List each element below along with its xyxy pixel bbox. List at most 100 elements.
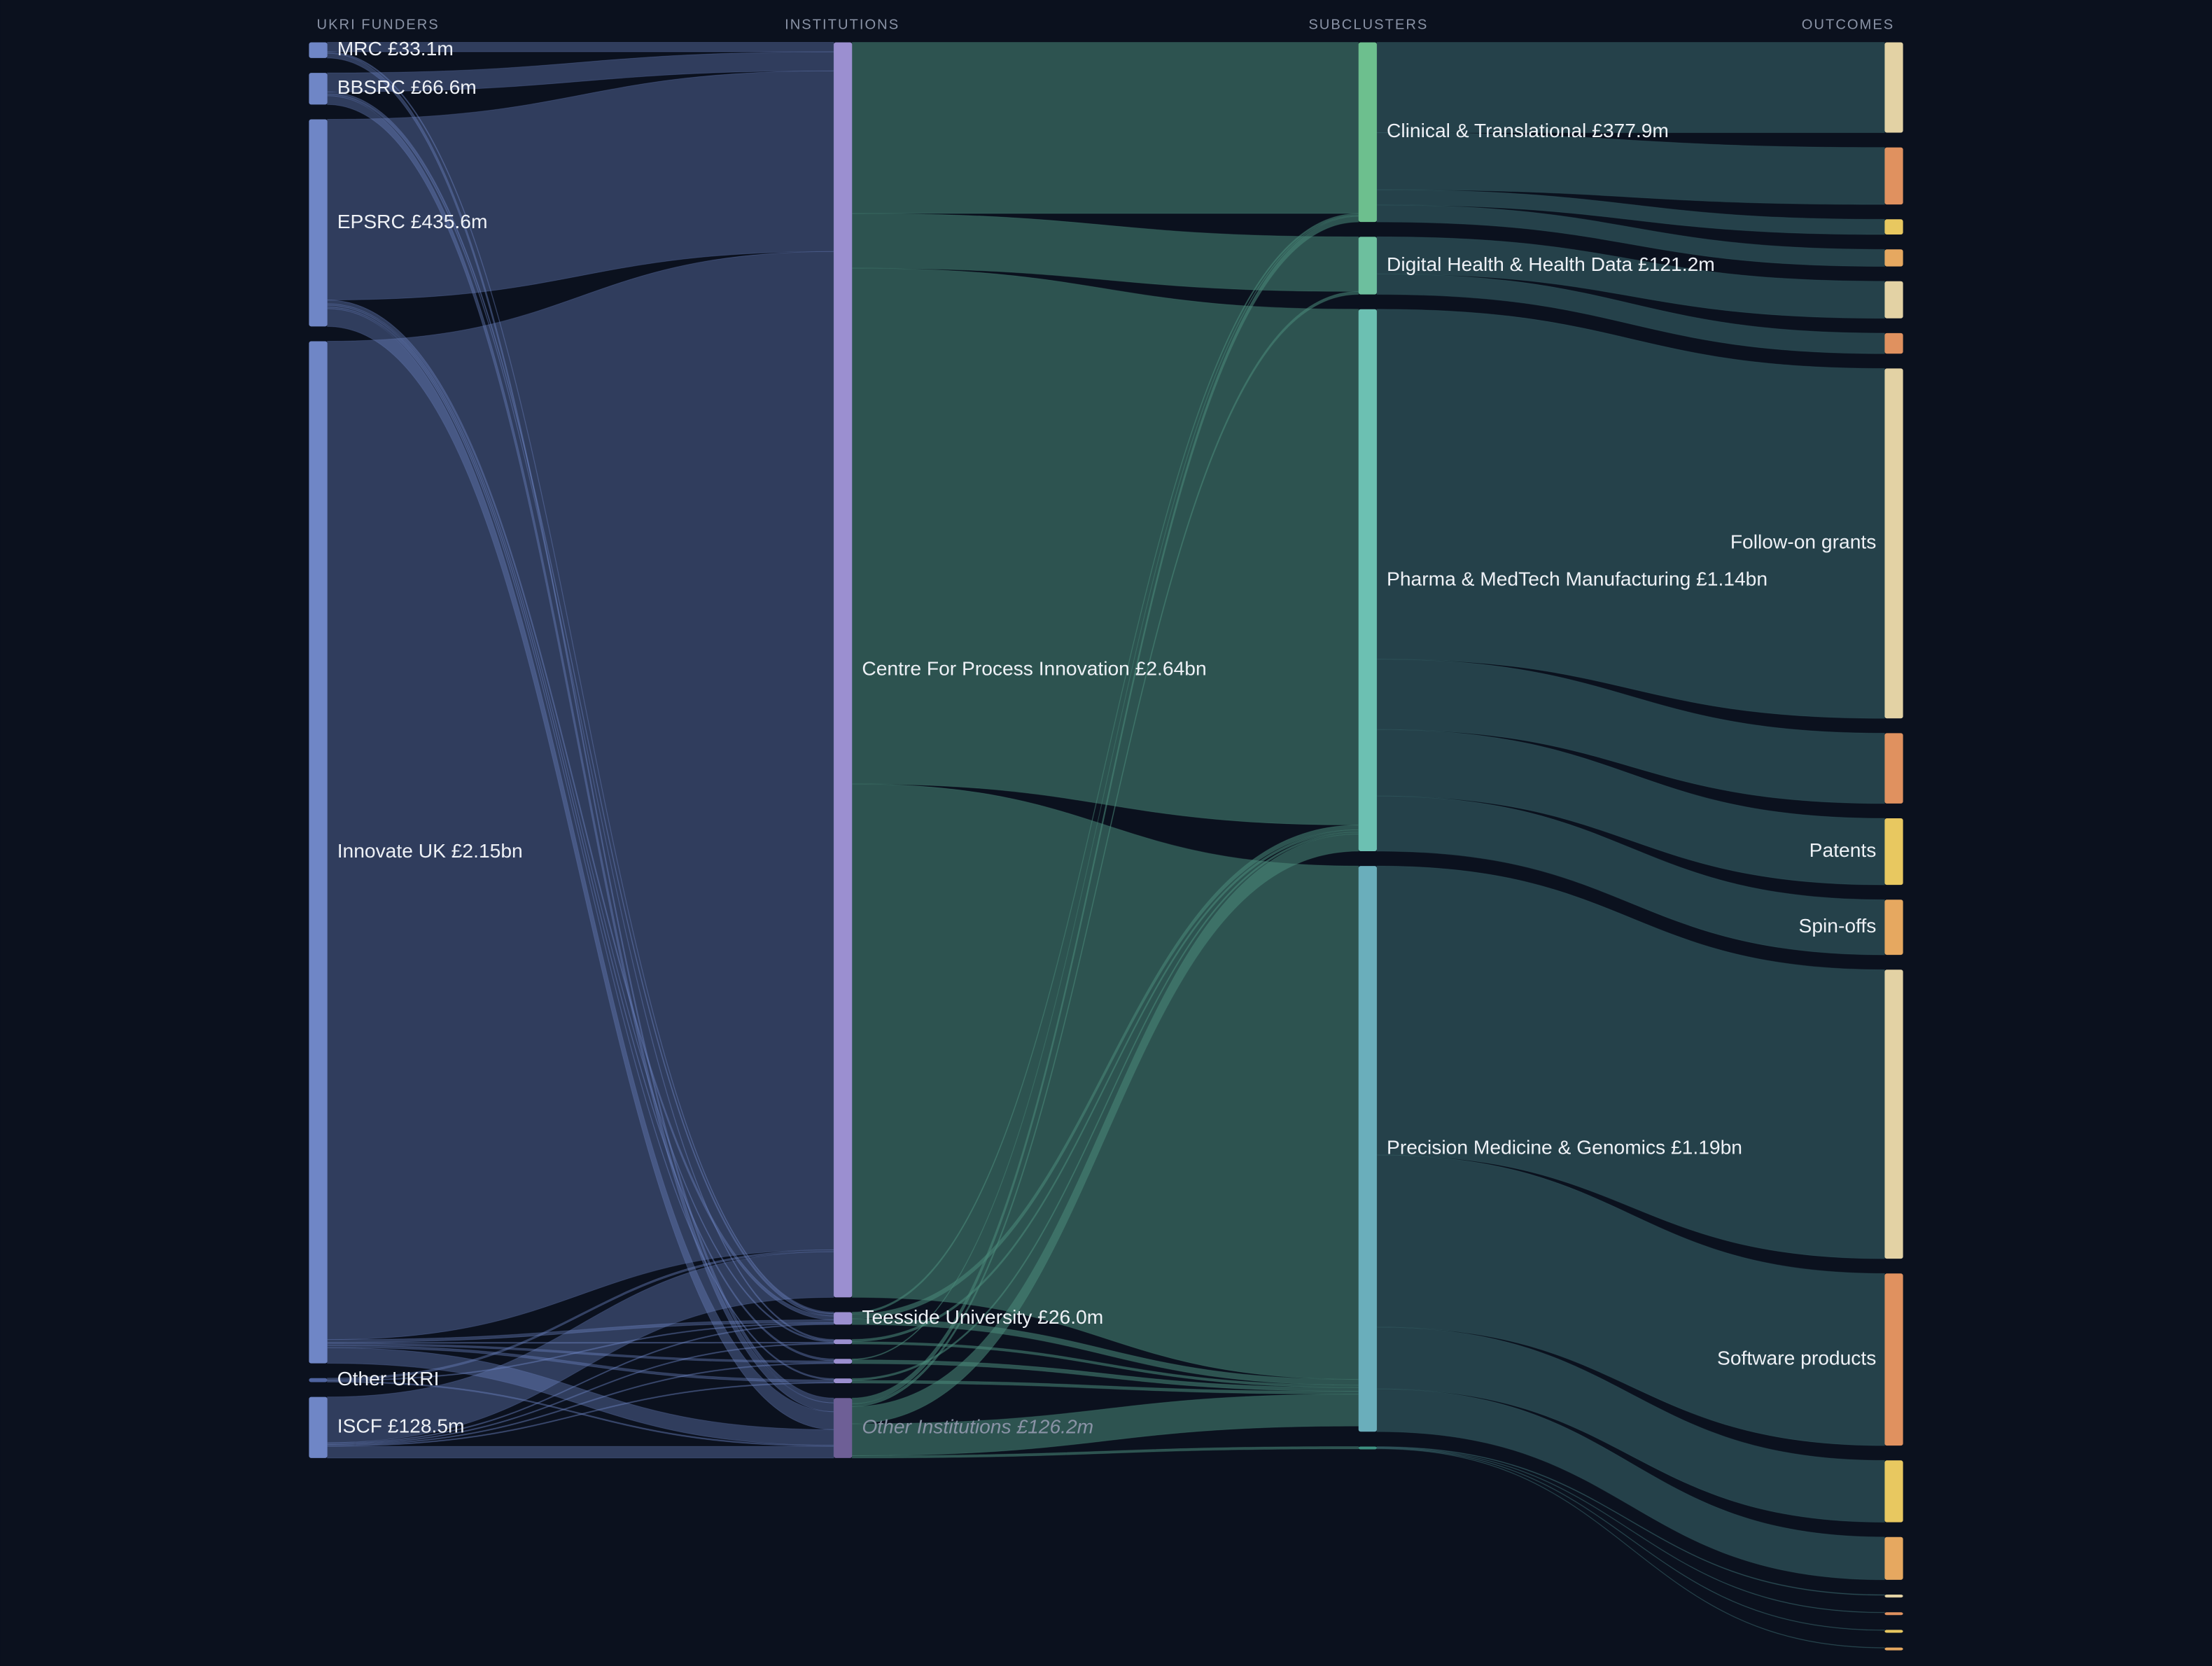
flow-link (327, 1341, 834, 1344)
node-bar (309, 73, 328, 105)
node-label: Other UKRI (337, 1367, 440, 1390)
flow-link (1376, 1388, 1885, 1581)
node-label: Clinical & Translational £377.9m (1387, 119, 1669, 141)
flow-link (1376, 236, 1885, 319)
flow-link (851, 41, 1359, 214)
node-bar (1884, 733, 1903, 804)
node-bar (1884, 1536, 1903, 1580)
node-bar (1884, 281, 1903, 318)
node-bar (1884, 249, 1903, 267)
node-bar (1884, 818, 1903, 886)
node-bar (834, 1312, 853, 1325)
node-bar (834, 1359, 853, 1364)
flow-link (851, 290, 1359, 1408)
node-bar (1884, 1460, 1903, 1522)
node-label: MRC £33.1m (337, 37, 454, 59)
flow-link (1376, 189, 1885, 235)
node-bar (309, 119, 328, 327)
flow-link (1376, 41, 1885, 133)
node-bar (1884, 219, 1903, 235)
node-bar (1358, 237, 1377, 295)
node-bar (1358, 42, 1377, 223)
flow-link (327, 1343, 834, 1364)
flow-link (327, 1343, 834, 1446)
node-bar (309, 1396, 328, 1458)
flow-link (327, 1362, 834, 1446)
column-header: OUTCOMES (1802, 18, 1895, 33)
node-label: Centre For Process Innovation £2.64bn (862, 657, 1206, 679)
column-header: UKRI FUNDERS (317, 18, 440, 33)
flow-link (1376, 204, 1885, 267)
flow-link (1376, 1326, 1885, 1523)
flow-link (327, 1382, 834, 1447)
node-label: Teesside University £26.0m (862, 1306, 1103, 1328)
node-bar (1358, 309, 1377, 851)
flow-link (327, 251, 834, 1340)
flow-link (327, 304, 834, 1362)
flow-link (327, 1319, 834, 1343)
node-label: EPSRC £435.6m (337, 210, 488, 232)
node-label: Other Institutions £126.2m (862, 1415, 1093, 1438)
flow-link (1376, 795, 1885, 955)
node-label: Patents (1809, 839, 1877, 861)
node-label: ISCF £128.5m (337, 1415, 465, 1437)
flow-link (327, 303, 834, 1343)
node-bar (1884, 1647, 1903, 1651)
flow-link (1376, 1154, 1885, 1446)
flow-link (851, 783, 1359, 1380)
flow-link (1376, 1446, 1885, 1614)
node-bar (834, 1398, 853, 1458)
flow-link (851, 833, 1359, 1424)
node-bar (1884, 368, 1903, 719)
node-bar (1884, 969, 1903, 1259)
flow-link (1376, 1447, 1885, 1631)
node-bar (309, 1378, 328, 1382)
node-label: Digital Health & Health Data £121.2m (1387, 253, 1715, 275)
flow-link (1376, 132, 1885, 205)
node-label: Precision Medicine & Genomics £1.19bn (1387, 1136, 1742, 1158)
flow-link (1376, 865, 1885, 1259)
flow-link (327, 1323, 834, 1444)
node-bar (1358, 866, 1377, 1432)
flow-link (327, 307, 834, 1380)
flow-link (851, 216, 1359, 1404)
flow-link (851, 267, 1359, 826)
column-header: INSTITUTIONS (785, 18, 899, 33)
flow-link (1376, 273, 1885, 354)
flow-link (1376, 309, 1885, 719)
node-bar (1884, 332, 1903, 354)
node-bar (1358, 1446, 1377, 1450)
node-bar (1884, 1630, 1903, 1633)
node-bar (834, 1378, 853, 1384)
links (327, 41, 1885, 1648)
node-label: Follow-on grants (1730, 531, 1876, 553)
node-bar (1884, 42, 1903, 133)
node-bar (1884, 1595, 1903, 1598)
node-bar (834, 42, 853, 1298)
node-label: Software products (1717, 1347, 1876, 1369)
flow-link (327, 94, 834, 1341)
flow-link (327, 1322, 834, 1382)
node-bar (1884, 899, 1903, 955)
node-bar (1884, 1273, 1903, 1446)
node-label: Innovate UK £2.15bn (337, 839, 523, 862)
column-header: SUBCLUSTERS (1308, 18, 1428, 33)
flow-link (1376, 659, 1885, 804)
flow-link (327, 51, 834, 1315)
node-label: Spin-offs (1799, 914, 1877, 937)
flow-link (327, 1345, 834, 1383)
node-label: BBSRC £66.6m (337, 76, 477, 98)
node-bar (1884, 147, 1903, 205)
node-bar (309, 341, 328, 1364)
node-label: Pharma & MedTech Manufacturing £1.14bn (1387, 567, 1768, 589)
flow-link (327, 1251, 834, 1443)
node-bar (834, 1339, 853, 1345)
node-bar (1884, 1612, 1903, 1616)
flow-link (1376, 1446, 1885, 1596)
flow-link (851, 1446, 1359, 1459)
nodes: MRC £33.1m BBSRC £66.6m EPSRC £435.6m Innov… (309, 37, 1903, 1651)
node-bar (309, 42, 328, 58)
flow-link (1376, 729, 1885, 886)
flow-link (1376, 1448, 1885, 1648)
